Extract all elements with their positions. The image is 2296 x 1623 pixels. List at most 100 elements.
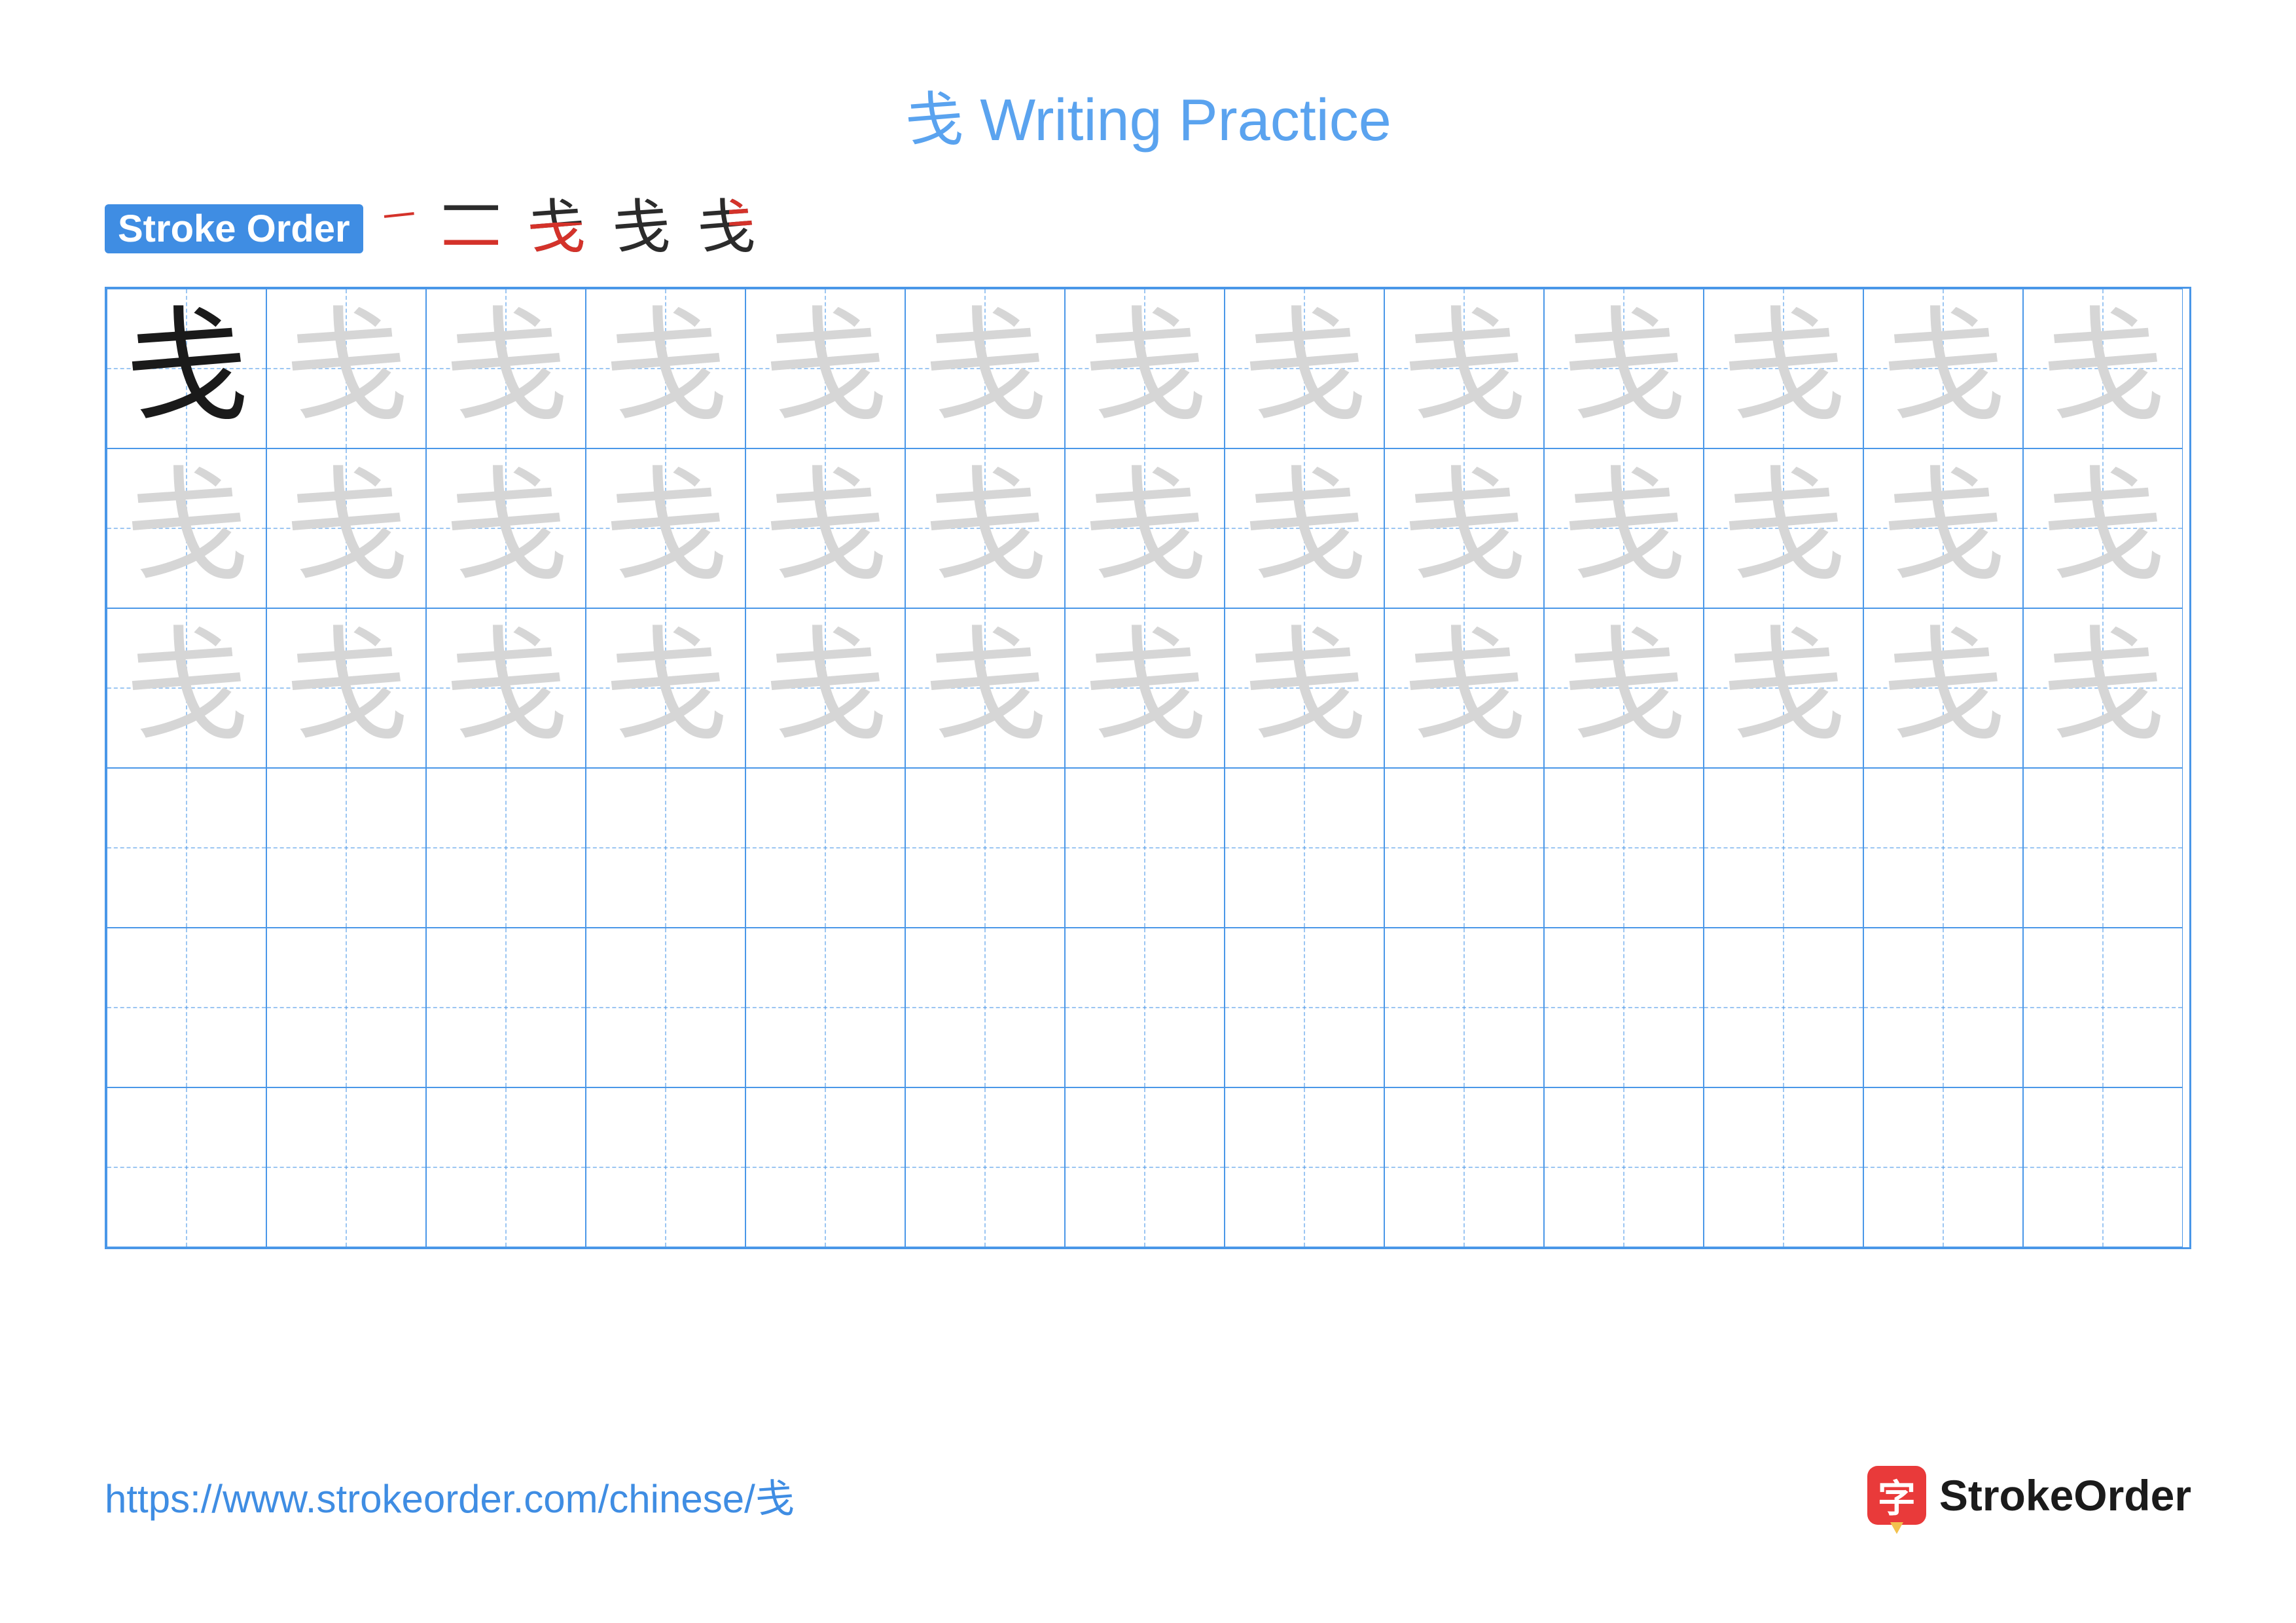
grid-cell (1863, 1087, 2023, 1247)
grid-cell (426, 928, 586, 1087)
grid-cell (426, 768, 586, 928)
grid-cell: 戋 (1544, 608, 1704, 768)
grid-cell: 戋 (266, 289, 426, 448)
grid-cell (905, 928, 1065, 1087)
grid-cell: 戋 (1225, 448, 1384, 608)
page-title: 戋 Writing Practice (105, 72, 2191, 157)
trace-character: 戋 (267, 609, 425, 767)
grid-cell (2023, 768, 2183, 928)
trace-character: 戋 (1066, 449, 1224, 608)
trace-character: 戋 (2024, 449, 2182, 608)
grid-cell: 戋 (745, 608, 905, 768)
trace-character: 戋 (1704, 449, 1863, 608)
trace-character: 戋 (2024, 609, 2182, 767)
trace-character: 戋 (1385, 609, 1543, 767)
grid-cell (1863, 768, 2023, 928)
grid-cell (905, 1087, 1065, 1247)
model-character: 戋 (107, 289, 266, 448)
trace-character: 戋 (746, 289, 905, 448)
trace-character: 戋 (746, 609, 905, 767)
grid-cell: 戋 (107, 289, 266, 448)
grid-cell: 戋 (586, 289, 745, 448)
grid-cell: 戋 (1384, 448, 1544, 608)
grid-cell: 戋 (107, 448, 266, 608)
stroke-step-2: 一一 (442, 196, 501, 261)
grid-cell: 戋 (905, 289, 1065, 448)
grid-cell: 戋 (266, 608, 426, 768)
grid-cell (745, 1087, 905, 1247)
grid-cell (745, 928, 905, 1087)
grid-cell (266, 928, 426, 1087)
trace-character: 戋 (1225, 449, 1384, 608)
grid-cell: 戋 (426, 608, 586, 768)
grid-cell (1863, 928, 2023, 1087)
grid-cell (1065, 1087, 1225, 1247)
trace-character: 戋 (1385, 289, 1543, 448)
grid-cell (107, 768, 266, 928)
trace-character: 戋 (1545, 609, 1703, 767)
trace-character: 戋 (1545, 449, 1703, 608)
grid-cell: 戋 (1384, 289, 1544, 448)
grid-cell: 戋 (1544, 448, 1704, 608)
trace-character: 戋 (107, 449, 266, 608)
grid-cell: 戋 (905, 608, 1065, 768)
grid-cell (745, 768, 905, 928)
trace-character: 戋 (906, 289, 1064, 448)
grid-cell: 戋 (1225, 608, 1384, 768)
trace-character: 戋 (1066, 289, 1224, 448)
grid-cell: 戋 (1065, 448, 1225, 608)
grid-cell (1384, 768, 1544, 928)
grid-cell (2023, 1087, 2183, 1247)
brand: 字 StrokeOrder (1867, 1466, 2191, 1525)
grid-cell (107, 928, 266, 1087)
stroke-step-3: 戋戋 (527, 199, 586, 258)
trace-character: 戋 (267, 289, 425, 448)
grid-cell (1544, 928, 1704, 1087)
grid-cell: 戋 (1704, 608, 1863, 768)
grid-cell (1704, 768, 1863, 928)
grid-cell: 戋 (745, 448, 905, 608)
grid-cell (1384, 928, 1544, 1087)
grid-cell: 戋 (107, 608, 266, 768)
trace-character: 戋 (1385, 449, 1543, 608)
trace-character: 戋 (267, 449, 425, 608)
grid-cell: 戋 (586, 448, 745, 608)
source-url-link[interactable]: https://www.strokeorder.com/chinese/戋 (105, 1467, 795, 1524)
grid-cell: 戋 (1863, 608, 2023, 768)
grid-cell (2023, 928, 2183, 1087)
trace-character: 戋 (906, 449, 1064, 608)
grid-cell: 戋 (1384, 608, 1544, 768)
grid-cell (905, 768, 1065, 928)
grid-cell (1704, 928, 1863, 1087)
grid-cell: 戋 (905, 448, 1065, 608)
trace-character: 戋 (1545, 289, 1703, 448)
practice-grid: 戋戋戋戋戋戋戋戋戋戋戋戋戋戋戋戋戋戋戋戋戋戋戋戋戋戋戋戋戋戋戋戋戋戋戋戋戋戋戋 (105, 287, 2191, 1249)
brand-text: StrokeOrder (1939, 1470, 2191, 1520)
grid-cell: 戋 (1225, 289, 1384, 448)
grid-cell: 戋 (1065, 289, 1225, 448)
stroke-step-5: 戋戋 (697, 199, 756, 258)
trace-character: 戋 (746, 449, 905, 608)
grid-cell: 戋 (586, 608, 745, 768)
grid-cell (107, 1087, 266, 1247)
trace-character: 戋 (2024, 289, 2182, 448)
trace-character: 戋 (586, 609, 745, 767)
grid-cell (1544, 768, 1704, 928)
trace-character: 戋 (1704, 609, 1863, 767)
grid-cell: 戋 (745, 289, 905, 448)
grid-cell (1225, 768, 1384, 928)
stroke-order-badge: Stroke Order (105, 204, 363, 253)
trace-character: 戋 (1225, 609, 1384, 767)
trace-character: 戋 (107, 609, 266, 767)
trace-character: 戋 (427, 289, 585, 448)
grid-cell: 戋 (426, 448, 586, 608)
grid-cell (1225, 1087, 1384, 1247)
grid-cell (1225, 928, 1384, 1087)
grid-cell (266, 1087, 426, 1247)
grid-cell: 戋 (2023, 608, 2183, 768)
stroke-order-row: Stroke Order 一一一戋戋戋戋戋 (105, 196, 2191, 261)
grid-cell (1065, 768, 1225, 928)
stroke-step-1: 一 (381, 199, 417, 235)
trace-character: 戋 (427, 609, 585, 767)
stroke-step-4: 戋 (612, 199, 671, 258)
